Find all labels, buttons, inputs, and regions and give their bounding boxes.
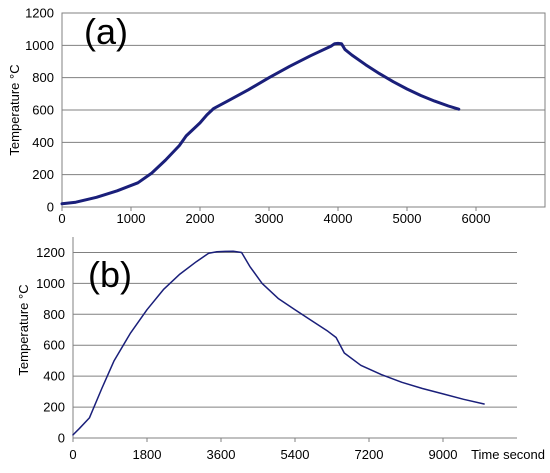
series-group-a <box>60 41 461 206</box>
x-tick-label-a: 5000 <box>393 211 422 226</box>
chart-panel-a: 0 200 400 600 800 1000 1200 0 1000 2000 3000 4000 5… <box>7 6 546 226</box>
temperature-series-line-b <box>72 250 485 436</box>
y-tick-labels-a: 0 200 400 600 800 1000 1200 <box>25 6 54 215</box>
y-tick-label-b: 400 <box>43 369 65 384</box>
y-tick-label-b: 0 <box>58 431 65 446</box>
y-axis-title-a: Temperature °C <box>7 64 22 155</box>
y-tick-label-a: 400 <box>32 135 54 150</box>
y-tick-label-b: 1200 <box>36 245 65 260</box>
x-tick-label-a: 6000 <box>462 211 491 226</box>
y-tick-label-b: 200 <box>43 400 65 415</box>
y-tick-label-a: 1000 <box>25 38 54 53</box>
x-tick-label-b: 0 <box>69 447 76 462</box>
x-tick-label-a: 4000 <box>324 211 353 226</box>
frame-a <box>61 12 546 211</box>
y-tick-label-b: 600 <box>43 338 65 353</box>
y-tick-label-a: 800 <box>32 70 54 85</box>
x-tick-label-b: 7200 <box>355 447 384 462</box>
plot-frame-a <box>61 12 546 208</box>
temperature-series-line-a <box>60 41 461 206</box>
gridlines-a <box>62 12 545 176</box>
y-tick-labels-b: 0 200 400 600 800 1000 1200 <box>36 245 65 446</box>
y-tick-label-a: 200 <box>32 167 54 182</box>
y-tick-label-a: 1200 <box>25 6 54 21</box>
x-tick-label-b: 9000 <box>429 447 458 462</box>
gridlines-b <box>73 251 517 408</box>
x-tick-label-a: 0 <box>58 211 65 226</box>
panel-label-a: (a) <box>84 11 128 52</box>
x-axis-title-b: Time second <box>471 447 545 462</box>
series-group-b <box>72 250 485 436</box>
y-tick-label-b: 1000 <box>36 276 65 291</box>
x-tick-label-a: 2000 <box>186 211 215 226</box>
y-axis-title-b: Temperature °C <box>16 284 31 375</box>
panel-label-b: (b) <box>88 254 132 295</box>
chart-panel-b: 0 200 400 600 800 1000 1200 0 1800 3600 5400 7200 9… <box>16 237 545 462</box>
y-tick-label-a: 600 <box>32 103 54 118</box>
x-tick-label-b: 5400 <box>281 447 310 462</box>
y-tick-label-b: 800 <box>43 307 65 322</box>
frame-b <box>72 237 517 442</box>
x-tick-label-a: 3000 <box>255 211 284 226</box>
x-tick-labels-b: 0 1800 3600 5400 7200 9000 <box>69 447 457 462</box>
x-tick-label-a: 1000 <box>117 211 146 226</box>
y-tick-label-a: 0 <box>47 200 54 215</box>
x-tick-label-b: 1800 <box>133 447 162 462</box>
x-tick-label-b: 3600 <box>207 447 236 462</box>
x-tick-labels-a: 0 1000 2000 3000 4000 5000 6000 <box>58 211 490 226</box>
